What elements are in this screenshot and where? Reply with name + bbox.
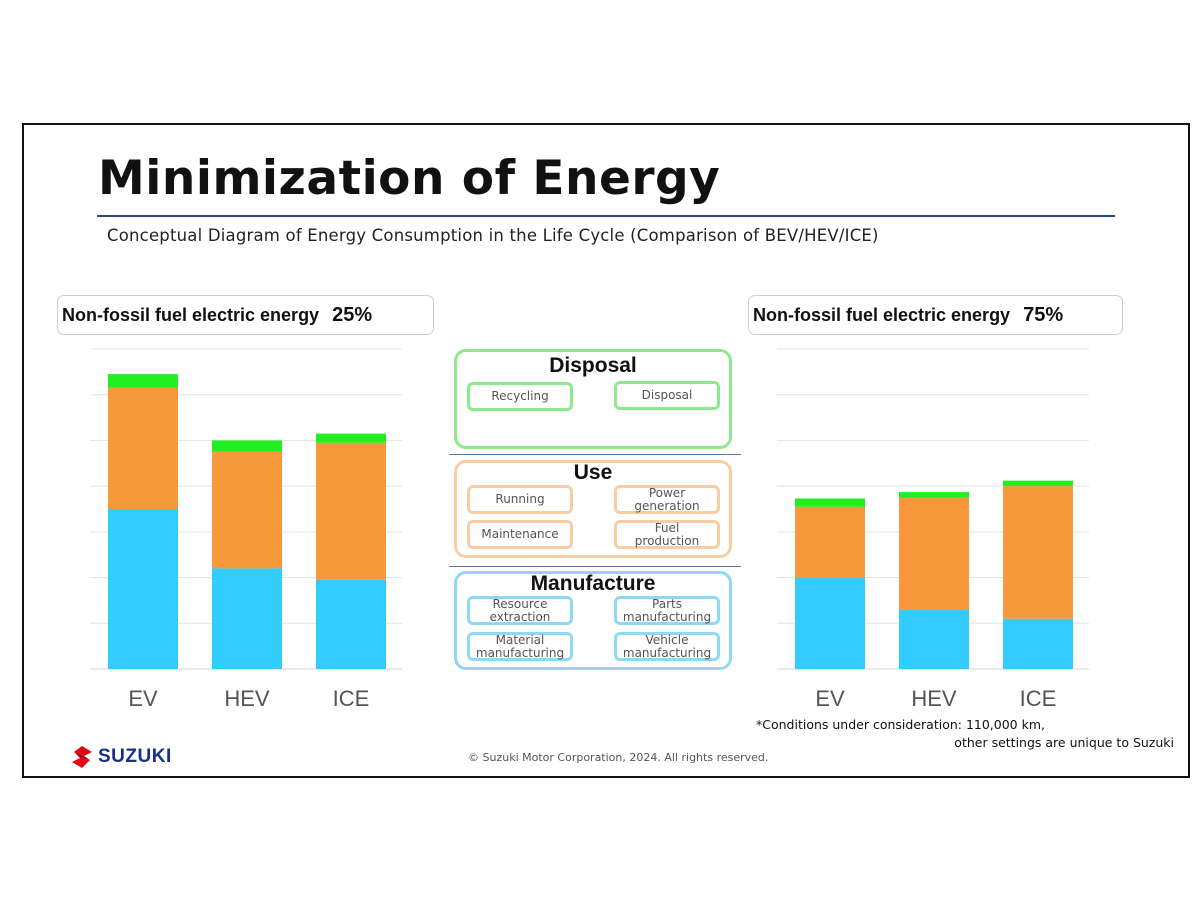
- recycling-box: Recycling: [467, 382, 573, 411]
- manufacture-title: Manufacture: [530, 572, 656, 595]
- left-panel-percent: 25%: [332, 303, 373, 326]
- right-tick-label-ice: ICE: [1020, 686, 1057, 711]
- left-panel-label-text: Non-fossil fuel electric energy: [62, 304, 320, 325]
- right-bar-ice-disposal: [1003, 480, 1073, 487]
- page-title: Minimization of Energy: [98, 151, 721, 206]
- title-underline: [97, 215, 1115, 217]
- power-generation-box: Power generation: [614, 485, 720, 514]
- left-bar-hev-use: [212, 451, 282, 569]
- right-stacked-bar-chart: EV HEV ICE: [777, 348, 1089, 711]
- disposal-title: Disposal: [549, 354, 637, 377]
- right-panel-label: Non-fossil fuel electric energy 75%: [748, 295, 1123, 335]
- fuel-production-box: Fuel production: [614, 520, 720, 549]
- left-bar-ev-manufacture: [108, 509, 178, 669]
- material-manufacturing-box: Material manufacturing: [467, 632, 573, 661]
- conditions-note-line1: *Conditions under consideration: 110,000…: [756, 717, 1046, 732]
- slide: Minimization of Energy Conceptual Diagra…: [22, 123, 1190, 778]
- left-bar-hev-disposal: [212, 440, 282, 452]
- left-bar-ice-use: [316, 442, 386, 580]
- right-tick-label-hev: HEV: [911, 686, 957, 711]
- left-stacked-bar-chart: EV HEV ICE: [90, 348, 402, 711]
- vehicle-manufacturing-box: Vehicle manufacturing: [614, 632, 720, 661]
- manufacture-group: Manufacture Resource extraction Parts ma…: [454, 571, 732, 670]
- right-bar-ice-manufacture: [1003, 618, 1073, 669]
- left-tick-label-ice: ICE: [333, 686, 370, 711]
- use-group: Use Running Power generation Maintenance…: [454, 460, 732, 558]
- left-tick-label-hev: HEV: [224, 686, 270, 711]
- use-title: Use: [573, 461, 613, 484]
- left-tick-label-ev: EV: [128, 686, 158, 711]
- separator-1: [449, 454, 741, 455]
- left-bar-ice-manufacture: [316, 579, 386, 669]
- left-bar-ev-disposal: [108, 374, 178, 388]
- right-panel-percent: 75%: [1023, 303, 1064, 326]
- disposal-box: Disposal: [614, 381, 720, 410]
- right-bar-ev-manufacture: [795, 577, 865, 669]
- suzuki-s-icon: [72, 746, 92, 768]
- right-bar-ev-use: [795, 506, 865, 578]
- right-bar-hev-manufacture: [899, 609, 969, 669]
- right-panel-label-text: Non-fossil fuel electric energy: [753, 304, 1011, 325]
- left-bar-ice-disposal: [316, 433, 386, 443]
- left-bar-ev-use: [108, 387, 178, 509]
- resource-extraction-box: Resource extraction: [467, 596, 573, 625]
- right-bar-hev-disposal: [899, 492, 969, 498]
- page-subtitle: Conceptual Diagram of Energy Consumption…: [107, 226, 879, 245]
- running-box: Running: [467, 485, 573, 514]
- left-panel-label: Non-fossil fuel electric energy 25%: [57, 295, 434, 335]
- right-bar-ev-disposal: [795, 498, 865, 507]
- right-bar-ice-use: [1003, 486, 1073, 619]
- lifecycle-diagram: Disposal Recycling Disposal Use Running …: [449, 345, 741, 675]
- suzuki-logo-text: SUZUKI: [98, 746, 172, 767]
- copyright-text: © Suzuki Motor Corporation, 2024. All ri…: [468, 751, 769, 764]
- right-tick-label-ev: EV: [815, 686, 845, 711]
- parts-manufacturing-box: Parts manufacturing: [614, 596, 720, 625]
- separator-2: [449, 566, 741, 567]
- suzuki-logo: SUZUKI: [70, 745, 172, 769]
- conditions-note-line2: other settings are unique to Suzuki: [954, 735, 1174, 750]
- disposal-group: Disposal Recycling Disposal: [454, 349, 732, 449]
- left-bar-hev-manufacture: [212, 568, 282, 669]
- maintenance-box: Maintenance: [467, 520, 573, 549]
- right-bar-hev-use: [899, 497, 969, 610]
